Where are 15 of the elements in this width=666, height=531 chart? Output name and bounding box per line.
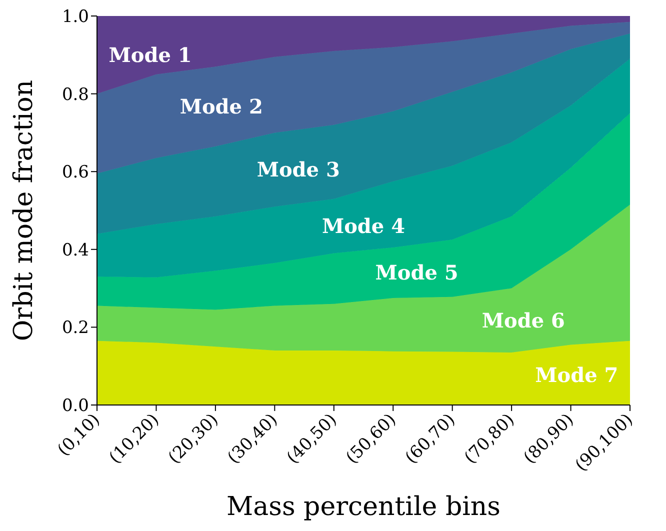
series-label: Mode 6: [482, 308, 565, 332]
series-label: Mode 4: [322, 214, 406, 238]
y-tick-label: 0.2: [62, 318, 89, 338]
y-axis-title: Orbit mode fraction: [9, 80, 39, 342]
x-axis-title: Mass percentile bins: [226, 492, 501, 522]
series-label: Mode 1: [108, 42, 192, 67]
series-label: Mode 2: [180, 94, 263, 118]
series-label: Mode 7: [535, 362, 618, 387]
y-tick-label: 0.6: [62, 162, 89, 183]
y-tick-label: 0.4: [62, 240, 89, 260]
y-tick-label: 0.0: [62, 396, 89, 416]
y-tick-label: 0.8: [62, 84, 89, 105]
y-tick-label: 1.0: [62, 7, 89, 28]
series-label: Mode 5: [375, 260, 458, 285]
series-label: Mode 3: [256, 158, 340, 182]
